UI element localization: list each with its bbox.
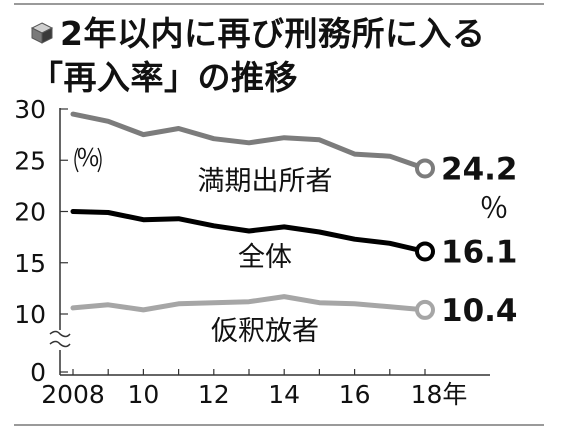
y-tick-label: 15 <box>14 249 46 278</box>
series-parolee-end-value: 10.4 <box>441 293 518 329</box>
title-text-1: 2年以内に再び刑務所に入る <box>60 14 486 53</box>
end-value-unit: ％ <box>479 191 508 225</box>
y-tick-label: 25 <box>14 146 46 175</box>
y-unit-paren-right <box>97 147 102 173</box>
series-total-end-marker <box>415 241 435 262</box>
title-line-1: 2年以内に再び刑務所に入る <box>30 12 485 56</box>
series-full-term-end-marker <box>415 158 435 179</box>
chart-axes <box>49 108 490 376</box>
y-axis-break-mark <box>49 330 71 338</box>
x-tick-label: 18年 <box>411 380 468 409</box>
series-full-term-line <box>70 111 428 171</box>
cube-icon <box>30 21 54 44</box>
x-tick-label: 10 <box>127 380 159 409</box>
series-parolee-end-marker <box>415 299 435 320</box>
chart-marks <box>70 111 435 320</box>
x-tick-label: 16 <box>339 380 371 409</box>
chart-title: 2年以内に再び刑務所に入る 「再入率」の推移 <box>30 12 485 100</box>
series-full-term-name: 満期出所者 <box>198 166 333 197</box>
series-total-end-value: 16.1 <box>441 234 518 270</box>
y-unit-paren-left <box>74 147 79 173</box>
top-rule <box>14 3 544 5</box>
y-tick-label: 0 <box>30 358 46 387</box>
title-line-2: 「再入率」の推移 <box>30 58 298 97</box>
series-full-term-end-value: 24.2 <box>441 151 518 187</box>
series-total-name: 全体 <box>238 242 292 273</box>
x-tick-label: 2008 <box>41 380 105 409</box>
series-total-line <box>70 209 428 254</box>
chart-labels: 0 10 15 20 25 30 ％ 2008 10 12 14 16 18年 満期出所者 24.2 全体 16… <box>14 95 517 409</box>
y-tick-label: 20 <box>14 198 46 227</box>
x-tick-label: 14 <box>268 380 300 409</box>
x-tick-label: 12 <box>198 380 230 409</box>
bottom-rule <box>14 424 544 426</box>
y-tick-label: 10 <box>14 300 46 329</box>
y-unit-label: ％ <box>76 144 100 172</box>
series-parolee-line <box>70 294 428 313</box>
y-axis-break-mark <box>49 340 71 348</box>
y-tick-label: 30 <box>14 95 46 124</box>
series-parolee-name: 仮釈放者 <box>211 316 319 347</box>
